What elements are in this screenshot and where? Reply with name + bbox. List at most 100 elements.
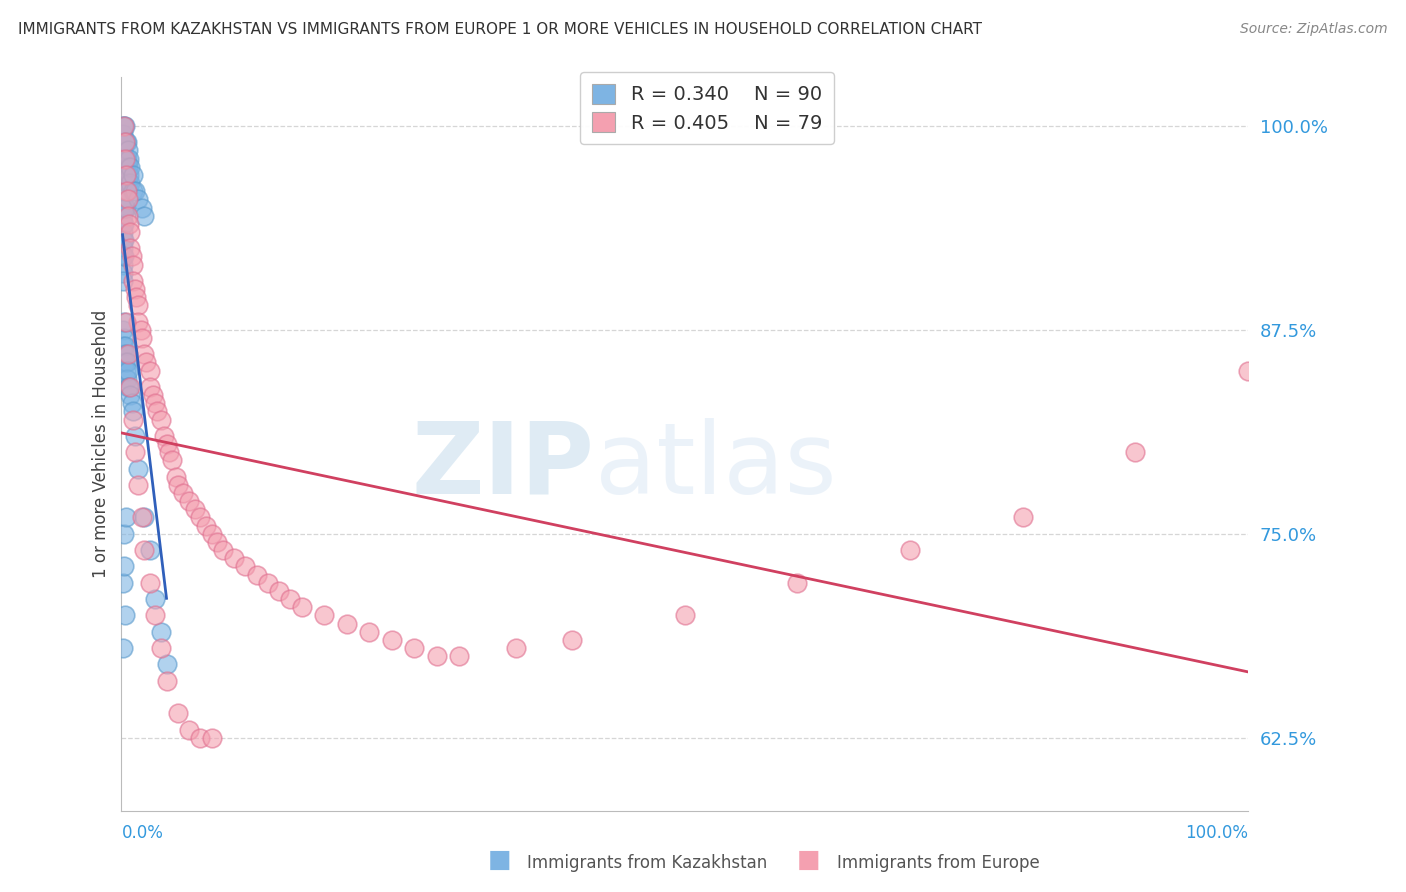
- Point: [112, 331, 135, 345]
- Point: [111, 575, 134, 590]
- Point: [111, 266, 134, 280]
- Point: [114, 608, 136, 623]
- Point: [112, 152, 135, 166]
- Point: [112, 526, 135, 541]
- Point: [404, 640, 426, 655]
- Point: [118, 217, 141, 231]
- Text: ■: ■: [488, 848, 510, 872]
- Point: [132, 543, 155, 558]
- Point: [114, 168, 136, 182]
- Point: [114, 201, 136, 215]
- Point: [177, 723, 200, 737]
- Text: IMMIGRANTS FROM KAZAKHSTAN VS IMMIGRANTS FROM EUROPE 1 OR MORE VEHICLES IN HOUSE: IMMIGRANTS FROM KAZAKHSTAN VS IMMIGRANTS…: [18, 22, 983, 37]
- Point: [194, 518, 217, 533]
- Point: [138, 575, 160, 590]
- Point: [155, 673, 177, 688]
- Point: [211, 543, 233, 558]
- Point: [786, 575, 808, 590]
- Point: [129, 323, 152, 337]
- Point: [381, 632, 404, 647]
- Point: [117, 144, 139, 158]
- Point: [114, 339, 136, 353]
- Point: [121, 274, 143, 288]
- Point: [132, 209, 155, 223]
- Point: [121, 396, 143, 410]
- Point: [117, 380, 139, 394]
- Point: [142, 388, 165, 402]
- Point: [118, 380, 141, 394]
- Point: [177, 494, 200, 508]
- Point: [112, 168, 135, 182]
- Point: [166, 706, 188, 721]
- Point: [131, 510, 153, 524]
- Point: [115, 355, 138, 369]
- Point: [359, 624, 381, 639]
- Point: [132, 510, 155, 524]
- Text: Immigrants from Kazakhstan: Immigrants from Kazakhstan: [527, 855, 768, 872]
- Point: [1011, 510, 1033, 524]
- Point: [143, 396, 166, 410]
- Point: [120, 380, 142, 394]
- Point: [117, 364, 139, 378]
- Point: [114, 135, 136, 149]
- Point: [121, 184, 143, 198]
- Point: [120, 225, 142, 239]
- Point: [114, 152, 136, 166]
- Point: [111, 249, 134, 263]
- Point: [112, 119, 135, 133]
- Point: [314, 608, 336, 623]
- Point: [200, 526, 222, 541]
- Point: [115, 364, 138, 378]
- Point: [111, 135, 134, 149]
- Point: [112, 119, 135, 133]
- Point: [111, 160, 134, 174]
- Point: [114, 184, 136, 198]
- Point: [115, 152, 138, 166]
- Point: [127, 461, 149, 475]
- Point: [120, 176, 142, 190]
- Point: [115, 168, 138, 182]
- Point: [121, 168, 143, 182]
- Point: [117, 209, 139, 223]
- Point: [132, 347, 155, 361]
- Point: [114, 135, 136, 149]
- Point: [898, 543, 921, 558]
- Point: [149, 624, 172, 639]
- Point: [235, 559, 257, 574]
- Text: atlas: atlas: [595, 417, 837, 515]
- Text: Source: ZipAtlas.com: Source: ZipAtlas.com: [1240, 22, 1388, 37]
- Point: [120, 160, 142, 174]
- Point: [188, 731, 211, 745]
- Point: [121, 404, 143, 418]
- Point: [115, 168, 138, 182]
- Point: [112, 559, 135, 574]
- Point: [115, 184, 138, 198]
- Point: [172, 486, 194, 500]
- Point: [111, 217, 134, 231]
- Text: ■: ■: [797, 848, 820, 872]
- Point: [117, 160, 139, 174]
- Point: [111, 233, 134, 247]
- Point: [118, 152, 141, 166]
- Point: [505, 640, 527, 655]
- Point: [117, 176, 139, 190]
- Point: [153, 429, 176, 443]
- Point: [561, 632, 583, 647]
- Point: [111, 241, 134, 255]
- Point: [146, 404, 169, 418]
- Point: [111, 119, 134, 133]
- Point: [115, 201, 138, 215]
- Point: [120, 241, 142, 255]
- Point: [115, 135, 138, 149]
- Point: [124, 282, 146, 296]
- Point: [111, 152, 134, 166]
- Point: [127, 298, 149, 312]
- Point: [124, 184, 146, 198]
- Point: [257, 575, 280, 590]
- Point: [188, 510, 211, 524]
- Point: [112, 315, 135, 329]
- Point: [111, 201, 134, 215]
- Point: [1237, 364, 1260, 378]
- Point: [131, 201, 153, 215]
- Point: [112, 135, 135, 149]
